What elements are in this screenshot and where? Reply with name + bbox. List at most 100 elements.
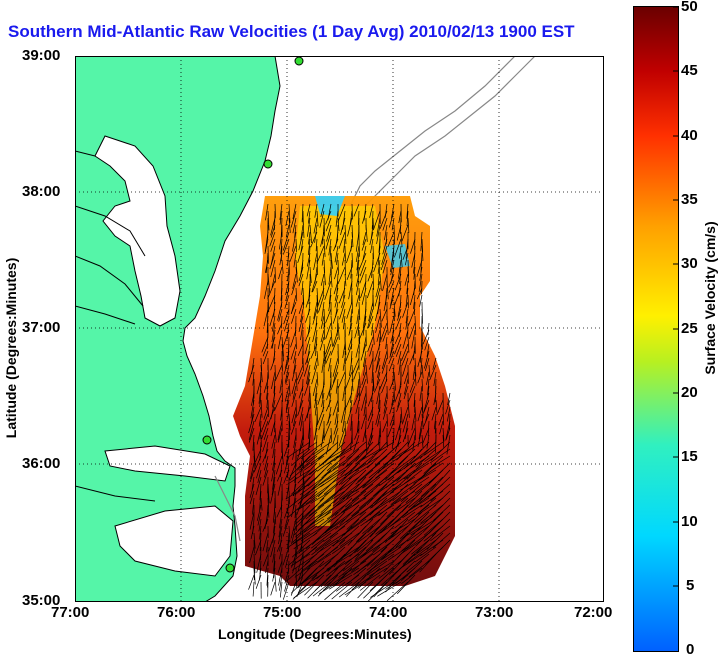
velocity-vector: [262, 469, 269, 486]
velocity-vector: [258, 518, 262, 532]
velocity-vector: [436, 399, 444, 415]
velocity-vector: [271, 273, 276, 288]
velocity-vector: [397, 392, 402, 408]
velocity-vector: [333, 567, 353, 587]
velocity-vector: [362, 350, 367, 367]
velocity-vector: [255, 574, 262, 589]
velocity-vector: [373, 252, 381, 273]
colorbar-tick: 20: [681, 384, 698, 401]
velocity-vector: [394, 490, 416, 505]
colorbar-tick: 25: [681, 320, 698, 337]
velocity-vector: [381, 539, 402, 561]
velocity-vector: [309, 266, 312, 283]
velocity-vector: [366, 553, 388, 571]
velocity-vector: [359, 266, 367, 284]
velocity-vector: [416, 259, 423, 277]
velocity-vector: [420, 357, 423, 376]
velocity-vector: [339, 476, 360, 491]
velocity-vector: [368, 560, 395, 577]
velocity-vector: [393, 301, 396, 317]
velocity-vector: [278, 567, 283, 586]
velocity-vector: [267, 399, 269, 418]
velocity-vector: [361, 469, 381, 489]
velocity-vector: [300, 518, 304, 535]
velocity-vector: [298, 266, 304, 282]
velocity-vector: [344, 273, 347, 287]
velocity-vector: [342, 553, 367, 572]
velocity-vector: [270, 483, 276, 504]
x-tick: 76:00: [157, 604, 196, 621]
velocity-vector: [287, 266, 290, 282]
velocity-vector: [323, 217, 325, 237]
velocity-vector: [249, 483, 255, 498]
velocity-vector: [361, 238, 367, 251]
velocity-vector: [419, 294, 423, 307]
velocity-vector: [283, 308, 290, 325]
velocity-vector: [336, 252, 339, 265]
velocity-vector: [281, 315, 283, 329]
velocity-vector: [393, 224, 395, 245]
velocity-vector: [404, 420, 409, 440]
velocity-vector: [405, 315, 409, 330]
velocity-vector: [419, 385, 423, 401]
velocity-vector: [296, 441, 304, 460]
velocity-vector: [414, 504, 437, 523]
velocity-vector: [270, 539, 276, 558]
velocity-vector: [344, 490, 367, 508]
velocity-vector: [301, 553, 325, 572]
velocity-vector: [265, 441, 269, 459]
velocity-vector: [333, 238, 339, 252]
velocity-vector: [267, 406, 276, 426]
velocity-vector: [407, 217, 410, 233]
velocity-vector: [321, 427, 325, 442]
velocity-vector: [371, 364, 374, 384]
velocity-vector: [292, 385, 297, 400]
velocity-vector: [414, 546, 437, 563]
velocity-vector: [317, 546, 339, 563]
velocity-vector: [317, 511, 339, 528]
velocity-vector: [402, 413, 409, 433]
velocity-vector: [403, 378, 409, 395]
velocity-vector: [380, 567, 402, 586]
velocity-vector: [426, 532, 444, 550]
velocity-vector: [291, 364, 297, 382]
velocity-vector: [250, 399, 255, 419]
velocity-vector: [267, 364, 269, 379]
velocity-vector: [358, 322, 367, 341]
velocity-vector: [311, 273, 318, 293]
velocity-vector: [435, 399, 438, 413]
velocity-vector: [311, 476, 332, 491]
velocity-vector: [417, 371, 423, 384]
velocity-vector: [330, 329, 333, 347]
velocity-vector: [383, 553, 402, 573]
velocity-vector: [334, 287, 339, 301]
velocity-vector: [299, 392, 304, 409]
velocity-vector: [355, 280, 360, 296]
velocity-vector: [291, 308, 297, 324]
velocity-vector: [279, 378, 283, 394]
velocity-vector: [447, 392, 451, 406]
velocity-vector: [386, 413, 388, 427]
velocity-vector: [429, 455, 451, 469]
velocity-vector: [253, 532, 256, 549]
velocity-vector: [329, 469, 353, 485]
velocity-vector: [355, 455, 381, 472]
velocity-vector: [298, 231, 304, 251]
velocity-vector: [363, 399, 367, 416]
velocity-vector: [342, 385, 346, 401]
velocity-vector: [419, 441, 437, 459]
velocity-vector: [263, 455, 269, 471]
velocity-vector: [295, 238, 298, 253]
velocity-vector: [374, 287, 381, 307]
velocity-vector: [273, 378, 276, 394]
velocity-vector: [421, 413, 424, 430]
velocity-vector: [372, 273, 375, 290]
velocity-vector: [341, 294, 346, 308]
pamlico-sound: [114, 505, 234, 577]
velocity-vector: [395, 420, 402, 441]
velocity-vector: [380, 252, 388, 271]
velocity-vector: [322, 574, 346, 591]
velocity-vector: [357, 581, 374, 599]
velocity-vector: [381, 350, 388, 370]
velocity-vector: [423, 455, 444, 474]
